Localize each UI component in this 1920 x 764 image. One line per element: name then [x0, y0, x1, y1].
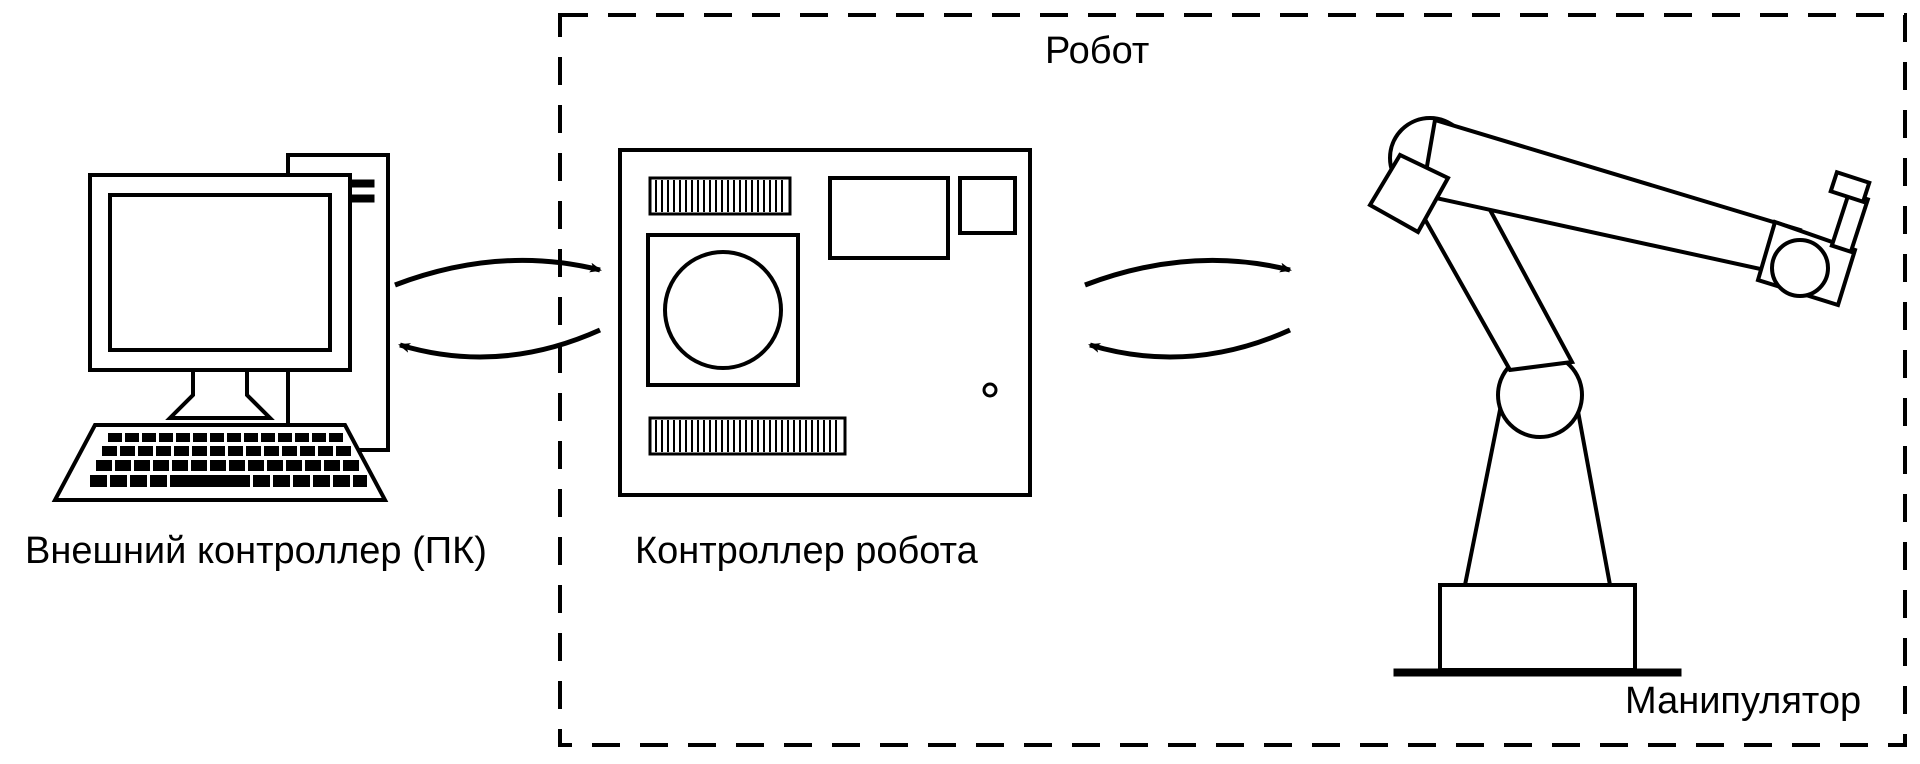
external-controller-label: Внешний контроллер (ПК) [25, 530, 487, 573]
robot-boundary [560, 15, 1905, 745]
robot-controller-label: Контроллер робота [635, 530, 978, 573]
robot-arm-icon [1370, 118, 1869, 675]
manipulator-label: Манипулятор [1625, 680, 1861, 723]
arrows-controller-arm [1085, 260, 1290, 357]
robot-system-diagram [0, 0, 1920, 764]
robot-title-label: Робот [1045, 30, 1149, 73]
pc-icon [55, 155, 388, 500]
controller-icon [620, 150, 1030, 495]
arrows-pc-controller [395, 260, 600, 357]
